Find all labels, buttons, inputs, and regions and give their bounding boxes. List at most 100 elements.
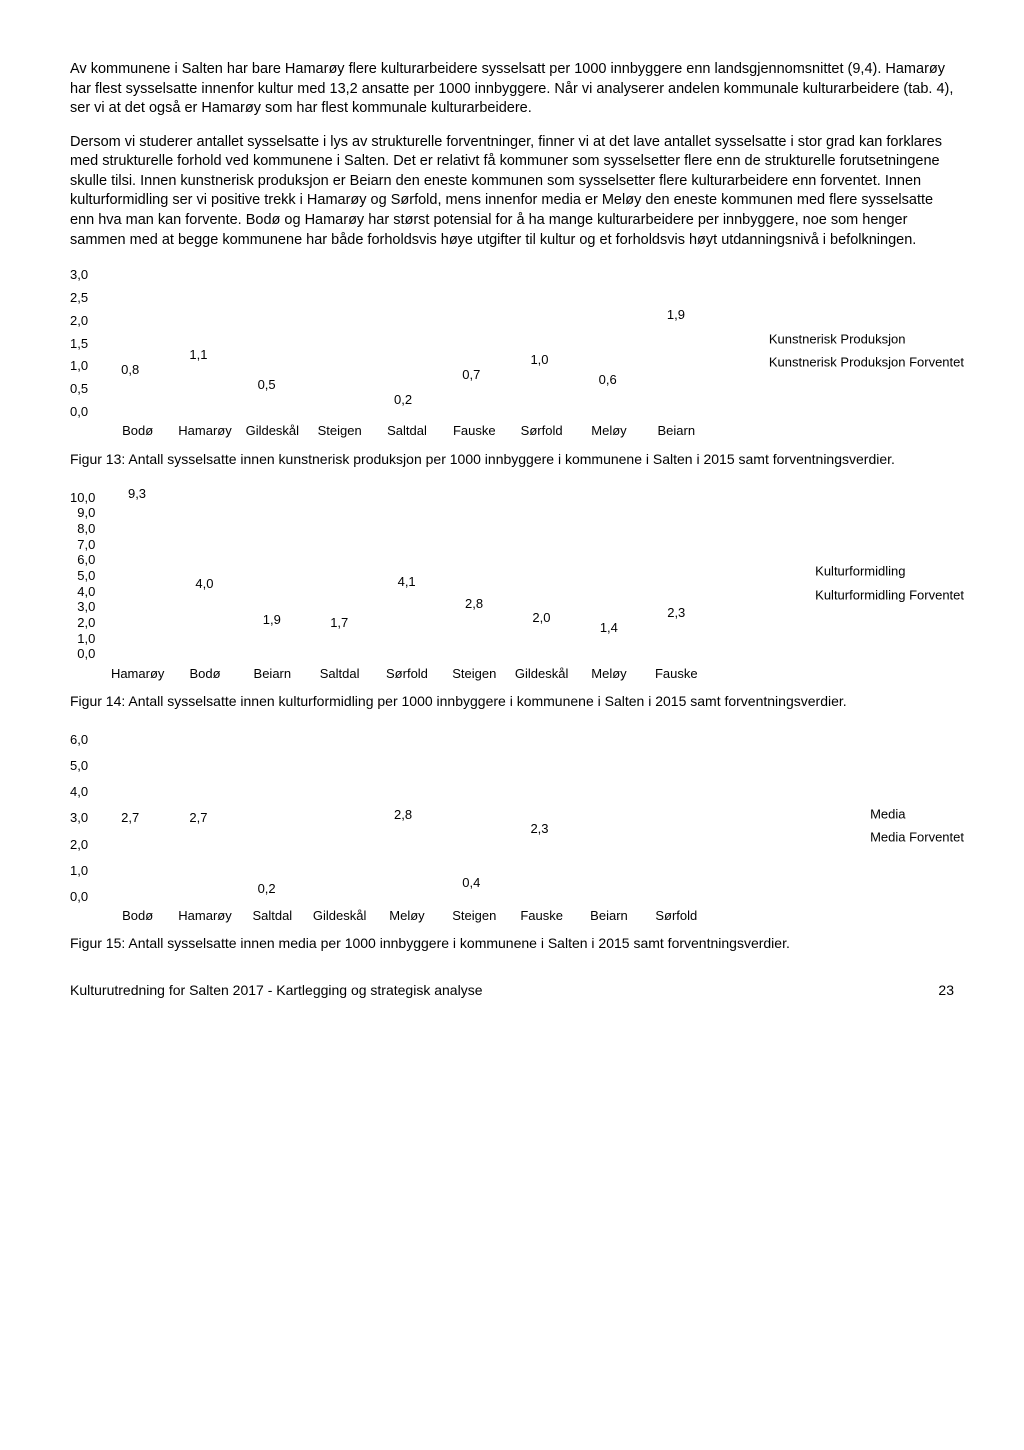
fig15-value-label: 0,2 — [258, 880, 276, 898]
page-footer: Kulturutredning for Salten 2017 - Kartle… — [70, 981, 954, 1000]
fig14-legend-label: Kulturformidling Forventet — [815, 586, 964, 604]
fig13-y-tick: 3,0 — [70, 268, 88, 281]
fig14-y-tick: 8,0 — [77, 522, 95, 535]
fig15-y-axis: 6,0 5,0 4,0 3,0 2,0 1,0 0,0 — [70, 733, 96, 903]
figure-15-caption: Figur 15: Antall sysselsatte innen media… — [70, 934, 954, 953]
fig14-value-label: 1,4 — [600, 619, 618, 637]
fig14-x-label: Meløy — [575, 665, 642, 683]
fig15-value-label: 2,7 — [121, 809, 139, 827]
fig14-value-label: 1,7 — [330, 614, 348, 632]
fig14-x-label: Bodø — [171, 665, 238, 683]
fig14-y-tick: 4,0 — [77, 585, 95, 598]
fig13-value-label: 0,7 — [462, 366, 480, 384]
fig15-y-tick: 4,0 — [70, 785, 88, 798]
fig15-y-tick: 5,0 — [70, 759, 88, 772]
fig13-x-label: Bodø — [104, 422, 171, 440]
fig15-x-label: Steigen — [441, 907, 508, 925]
fig14-value-label: 4,1 — [398, 573, 416, 591]
fig13-x-label: Meløy — [575, 422, 642, 440]
fig13-legend-label: Kunstnerisk Produksjon — [769, 330, 906, 348]
fig14-y-tick: 3,0 — [77, 600, 95, 613]
fig13-y-axis: 3,0 2,5 2,0 1,5 1,0 0,5 0,0 — [70, 268, 96, 418]
fig14-y-tick: 0,0 — [77, 647, 95, 660]
fig14-value-label: 4,0 — [195, 575, 213, 593]
footer-title: Kulturutredning for Salten 2017 - Kartle… — [70, 981, 482, 1000]
figure-14: 10,09,08,07,06,05,04,03,02,01,00,09,34,0… — [70, 491, 954, 683]
fig15-y-tick: 6,0 — [70, 733, 88, 746]
fig14-legend-item: Kulturformidling Forventet — [815, 586, 964, 604]
fig13-plot: 0,81,10,50,20,71,00,61,9 — [96, 268, 710, 418]
fig15-plot: 2,7 2,7 0,2 2,8 0,4 2,3 — [96, 733, 710, 903]
figure-13-caption: Figur 13: Antall sysselsatte innen kunst… — [70, 450, 954, 469]
fig13-x-label: Fauske — [441, 422, 508, 440]
fig13-value-label: 1,9 — [667, 306, 685, 324]
fig14-y-tick: 5,0 — [77, 569, 95, 582]
fig13-x-label: Gildeskål — [239, 422, 306, 440]
fig13-legend-item: Kunstnerisk Produksjon — [769, 330, 964, 348]
fig14-value-label: 9,3 — [128, 485, 146, 503]
paragraph-2: Dersom vi studerer antallet sysselsatte … — [70, 133, 954, 250]
fig15-value-label: 2,8 — [394, 806, 412, 824]
fig13-value-label: 0,8 — [121, 361, 139, 379]
fig13-x-label: Sørfold — [508, 422, 575, 440]
fig15-x-label: Sørfold — [643, 907, 710, 925]
fig13-value-label: 1,1 — [189, 346, 207, 364]
fig15-value-label: 2,3 — [530, 820, 548, 838]
fig15-y-tick: 2,0 — [70, 838, 88, 851]
fig14-value-label: 2,0 — [532, 609, 550, 627]
fig15-value-label: 2,7 — [189, 809, 207, 827]
fig14-legend-label: Kulturformidling — [815, 563, 905, 581]
fig15-x-label: Bodø — [104, 907, 171, 925]
fig15-x-label: Fauske — [508, 907, 575, 925]
fig15-legend-item: Media Forventet — [870, 829, 964, 847]
fig14-value-label: 1,9 — [263, 611, 281, 629]
fig13-value-label: 0,2 — [394, 391, 412, 409]
fig13-legend-label: Kunstnerisk Produksjon Forventet — [769, 354, 964, 372]
page-number: 23 — [938, 981, 954, 1000]
fig13-y-tick: 0,5 — [70, 382, 88, 395]
fig15-x-label: Gildeskål — [306, 907, 373, 925]
fig14-y-tick: 1,0 — [77, 632, 95, 645]
fig13-value-label: 0,5 — [258, 376, 276, 394]
figure-15-legend: Media Media Forventet — [870, 805, 964, 852]
fig14-x-label: Gildeskål — [508, 665, 575, 683]
fig13-legend-item: Kunstnerisk Produksjon Forventet — [769, 354, 964, 372]
fig13-y-tick: 2,0 — [70, 314, 88, 327]
fig14-plot: 9,34,01,91,74,12,82,01,42,3 — [103, 491, 710, 661]
fig13-x-label: Hamarøy — [171, 422, 238, 440]
fig13-value-label: 1,0 — [530, 351, 548, 369]
fig14-legend-item: Kulturformidling — [815, 563, 964, 581]
fig15-value-label: 0,4 — [462, 874, 480, 892]
fig15-legend-label: Media Forventet — [870, 829, 964, 847]
fig13-y-tick: 0,0 — [70, 405, 88, 418]
fig15-legend-label: Media — [870, 805, 905, 823]
figure-13-legend: Kunstnerisk Produksjon Kunstnerisk Produk… — [769, 330, 964, 377]
fig13-y-tick: 1,5 — [70, 337, 88, 350]
fig13-x-label: Steigen — [306, 422, 373, 440]
figure-15: 6,05,04,03,02,01,00,02,72,70,22,80,42,3 … — [70, 733, 954, 925]
fig15-y-tick: 3,0 — [70, 811, 88, 824]
fig14-y-tick: 7,0 — [77, 538, 95, 551]
fig15-y-tick: 0,0 — [70, 890, 88, 903]
fig15-x-label: Hamarøy — [171, 907, 238, 925]
fig14-x-label: Fauske — [643, 665, 710, 683]
fig14-y-tick: 9,0 — [77, 506, 95, 519]
fig13-y-tick: 2,5 — [70, 291, 88, 304]
fig14-x-label: Hamarøy — [104, 665, 171, 683]
fig15-y-tick: 1,0 — [70, 864, 88, 877]
figure-13: 3,0 2,5 2,0 1,5 1,0 0,5 0,0 0,8 1,1 0,5 0,2 0,7 1,0 0… — [70, 268, 954, 440]
fig14-x-label: Sørfold — [373, 665, 440, 683]
fig13-x-label: Beiarn — [643, 422, 710, 440]
fig13-x-label: Saltdal — [373, 422, 440, 440]
fig14-y-tick: 10,0 — [70, 491, 95, 504]
fig14-x-label: Steigen — [441, 665, 508, 683]
fig14-y-tick: 2,0 — [77, 616, 95, 629]
fig14-y-axis: 10,09,08,07,06,05,04,03,02,01,00,0 — [70, 491, 103, 661]
fig14-value-label: 2,8 — [465, 595, 483, 613]
fig14-value-label: 2,3 — [667, 604, 685, 622]
fig14-x-label: Beiarn — [239, 665, 306, 683]
fig15-x-label: Saltdal — [239, 907, 306, 925]
fig15-legend-item: Media — [870, 805, 964, 823]
fig15-x-label: Meløy — [373, 907, 440, 925]
fig13-y-tick: 1,0 — [70, 359, 88, 372]
